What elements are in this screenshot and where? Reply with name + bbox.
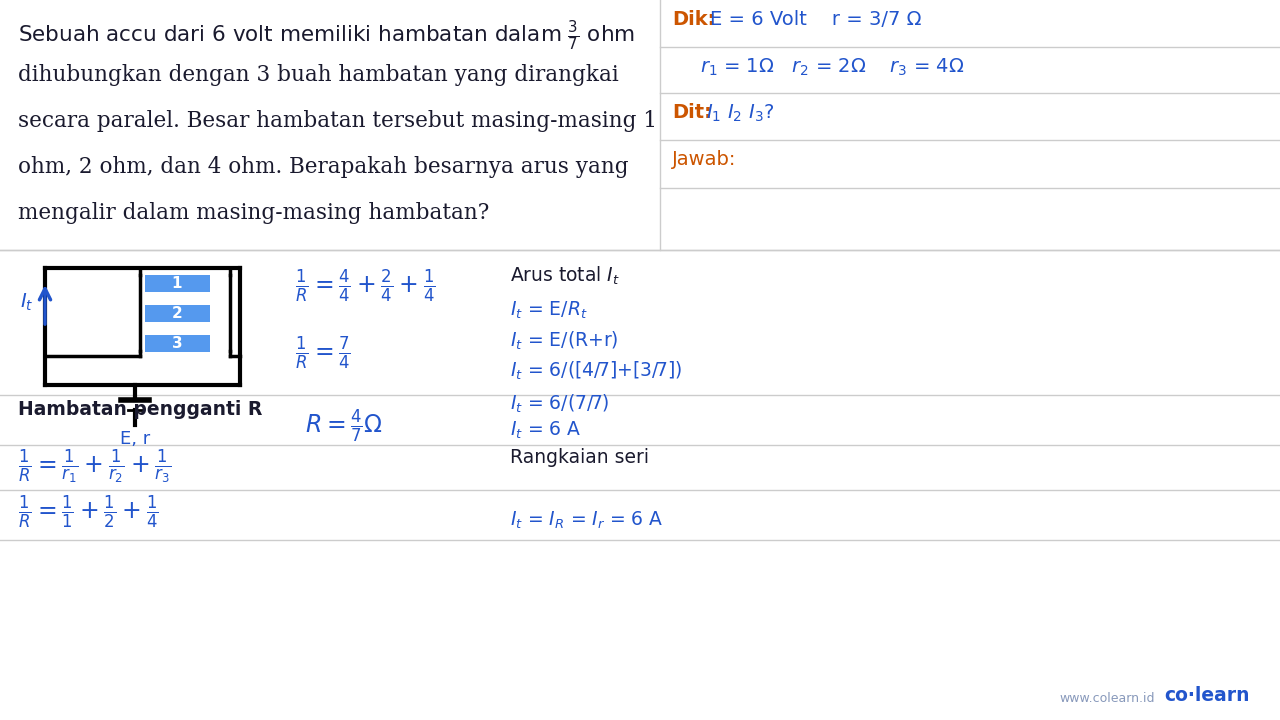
Text: $R = \frac{4}{7}\Omega$: $R = \frac{4}{7}\Omega$: [305, 408, 383, 446]
Text: $I_t$ = $I_R$ = $I_r$ = 6 A: $I_t$ = $I_R$ = $I_r$ = 6 A: [509, 510, 663, 531]
Text: Jawab:: Jawab:: [672, 150, 736, 169]
Text: $I_1$ $I_2$ $I_3$?: $I_1$ $I_2$ $I_3$?: [707, 103, 774, 125]
Text: $I_t$ = 6/(7/7): $I_t$ = 6/(7/7): [509, 393, 609, 415]
Text: Dik:: Dik:: [672, 10, 716, 29]
Text: secara paralel. Besar hambatan tersebut masing-masing 1: secara paralel. Besar hambatan tersebut …: [18, 110, 657, 132]
Text: $I_t$ = 6/([4/7]+[3/7]): $I_t$ = 6/([4/7]+[3/7]): [509, 360, 682, 382]
Text: $I_t$: $I_t$: [20, 292, 33, 312]
Bar: [145, 305, 210, 322]
Text: $\frac{1}{R} = \frac{1}{r_1} + \frac{1}{r_2} + \frac{1}{r_3}$: $\frac{1}{R} = \frac{1}{r_1} + \frac{1}{…: [18, 447, 172, 485]
Text: $I_t$ = 6 A: $I_t$ = 6 A: [509, 420, 581, 441]
Text: www.colearn.id: www.colearn.id: [1060, 692, 1155, 705]
Text: co·learn: co·learn: [1165, 686, 1251, 705]
Text: E, r: E, r: [120, 430, 150, 448]
Text: $\frac{1}{R} = \frac{7}{4}$: $\frac{1}{R} = \frac{7}{4}$: [294, 335, 351, 372]
Text: Sebuah accu dari 6 volt memiliki hambatan dalam $\frac{3}{7}$ ohm: Sebuah accu dari 6 volt memiliki hambata…: [18, 18, 635, 53]
Text: $r_1$ = 1Ω   $r_2$ = 2Ω    $r_3$ = 4Ω: $r_1$ = 1Ω $r_2$ = 2Ω $r_3$ = 4Ω: [700, 57, 965, 78]
Bar: [145, 335, 210, 352]
Text: 1: 1: [172, 276, 182, 290]
Text: 2: 2: [172, 305, 182, 320]
Text: $I_t$ = E/$R_t$: $I_t$ = E/$R_t$: [509, 300, 588, 321]
Text: $I_t$ = E/(R+r): $I_t$ = E/(R+r): [509, 330, 618, 352]
Text: $\frac{1}{R} = \frac{4}{4} + \frac{2}{4} + \frac{1}{4}$: $\frac{1}{R} = \frac{4}{4} + \frac{2}{4}…: [294, 268, 436, 305]
Text: Arus total $I_t$: Arus total $I_t$: [509, 265, 620, 287]
Text: ohm, 2 ohm, dan 4 ohm. Berapakah besarnya arus yang: ohm, 2 ohm, dan 4 ohm. Berapakah besarny…: [18, 156, 628, 178]
Text: Hambatan pengganti R: Hambatan pengganti R: [18, 400, 262, 419]
Text: mengalir dalam masing-masing hambatan?: mengalir dalam masing-masing hambatan?: [18, 202, 489, 224]
Bar: [145, 275, 210, 292]
Text: $\frac{1}{R} = \frac{1}{1} + \frac{1}{2} + \frac{1}{4}$: $\frac{1}{R} = \frac{1}{1} + \frac{1}{2}…: [18, 494, 159, 531]
Text: Dit:: Dit:: [672, 103, 712, 122]
Text: E = 6 Volt    r = 3/7 Ω: E = 6 Volt r = 3/7 Ω: [710, 10, 922, 29]
Text: dihubungkan dengan 3 buah hambatan yang dirangkai: dihubungkan dengan 3 buah hambatan yang …: [18, 64, 618, 86]
Text: Rangkaian seri: Rangkaian seri: [509, 448, 649, 467]
Text: 3: 3: [172, 336, 182, 351]
